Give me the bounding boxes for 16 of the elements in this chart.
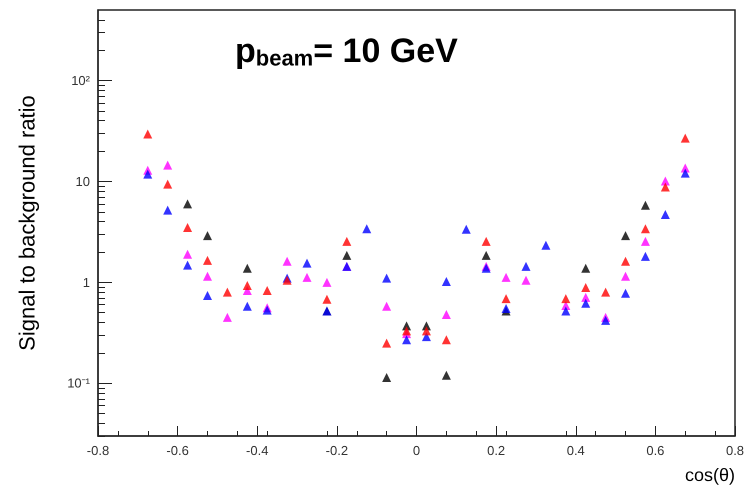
x-tick-label: 0.8 [726,443,744,458]
x-tick-label: -0.2 [326,443,348,458]
y-tick-label: 10⁻¹ [67,376,91,391]
x-tick-label: 0 [412,443,420,458]
x-tick-label: 0.2 [487,443,506,458]
y-tick-label: 10 [76,174,90,189]
x-tick-label: -0.4 [246,443,268,458]
text: pbeam= 10 GeV [235,32,458,70]
y-tick-label: 1 [82,274,90,290]
x-tick-label: 0.6 [646,443,664,458]
y-tick-label: 10² [71,73,91,88]
y-axis-title: Signal to background ratio [14,95,40,351]
x-axis-title: cos(θ) [684,465,735,485]
x-tick-label: 0.4 [566,443,585,458]
x-tick-label: -0.6 [166,443,189,458]
x-tick-label: -0.8 [86,443,110,458]
